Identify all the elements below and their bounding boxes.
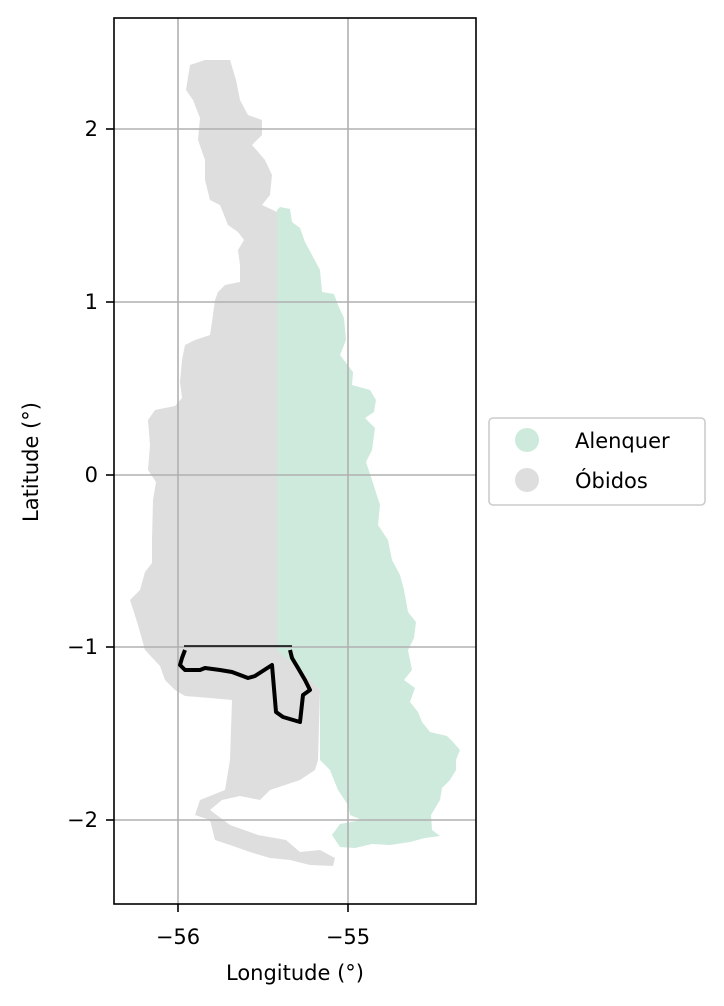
y-tick-label: 2 [85,117,98,141]
y-tick-label: 0 [85,463,98,487]
legend-marker-obidos [515,468,539,492]
ticks [106,128,349,912]
axes-frame [113,17,477,905]
y-tick-label: 1 [85,290,98,314]
y-axis-title: Latitude (°) [19,402,43,522]
x-axis-title: Longitude (°) [226,961,364,985]
highlighted-outline [178,649,312,724]
grid [114,18,476,904]
legend: Alenquer Óbidos [488,417,706,506]
legend-label-obidos: Óbidos [575,468,648,493]
x-tick-label: −55 [326,925,370,949]
x-tick-label: −56 [156,925,200,949]
y-tick-label: −1 [67,635,98,659]
y-tick-label: −2 [67,808,98,832]
region-alenquer [277,207,460,848]
legend-box [488,417,706,506]
legend-marker-alenquer [515,428,539,452]
legend-label-alenquer: Alenquer [575,429,670,453]
